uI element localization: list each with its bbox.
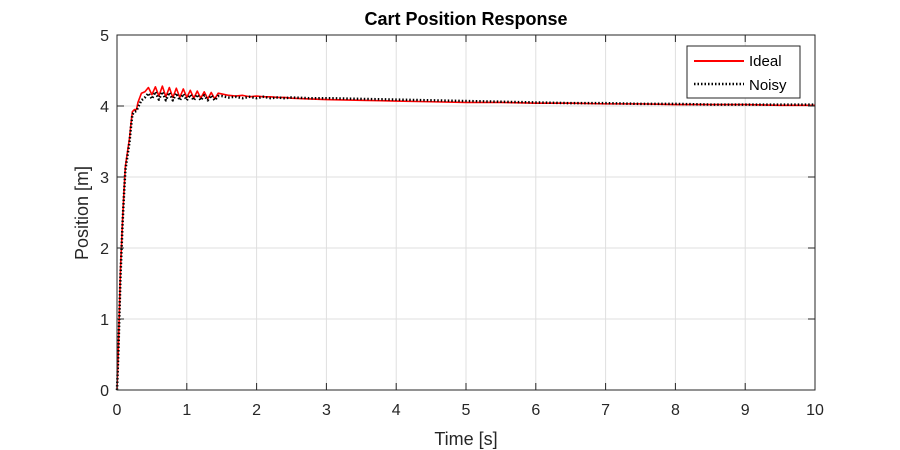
series-line-noisy bbox=[115, 90, 815, 391]
series-line-ideal bbox=[116, 85, 815, 391]
x-tick-label: 10 bbox=[806, 402, 824, 419]
legend: Ideal Noisy bbox=[686, 45, 801, 99]
x-tick-label: 2 bbox=[252, 402, 261, 419]
x-tick-label: 4 bbox=[392, 402, 401, 419]
legend-box bbox=[686, 45, 801, 99]
x-tick-label: 9 bbox=[741, 402, 750, 419]
y-tick-label: 4 bbox=[100, 99, 109, 116]
series-layer bbox=[115, 85, 815, 391]
x-tick-label: 8 bbox=[671, 402, 680, 419]
y-tick-label: 2 bbox=[100, 241, 109, 258]
x-tick-label: 1 bbox=[182, 402, 191, 419]
x-tick-label: 7 bbox=[601, 402, 610, 419]
x-tick-label: 3 bbox=[322, 402, 331, 419]
x-axis-label: Time [s] bbox=[434, 429, 497, 449]
legend-label-noisy: Noisy bbox=[749, 77, 787, 94]
y-tick-label: 1 bbox=[100, 312, 109, 329]
chart-title: Cart Position Response bbox=[364, 9, 567, 29]
y-tick-label: 3 bbox=[100, 170, 109, 187]
y-axis-label: Position [m] bbox=[72, 166, 92, 260]
axis-ticks: 0 1 2 3 4 5 6 7 8 9 10 0 1 2 3 4 5 bbox=[100, 28, 824, 419]
y-tick-label: 5 bbox=[100, 28, 109, 45]
legend-label-ideal: Ideal bbox=[749, 53, 782, 70]
x-tick-label: 0 bbox=[113, 402, 122, 419]
x-tick-label: 6 bbox=[531, 402, 540, 419]
x-tick-label: 5 bbox=[462, 402, 471, 419]
y-tick-label: 0 bbox=[100, 383, 109, 400]
